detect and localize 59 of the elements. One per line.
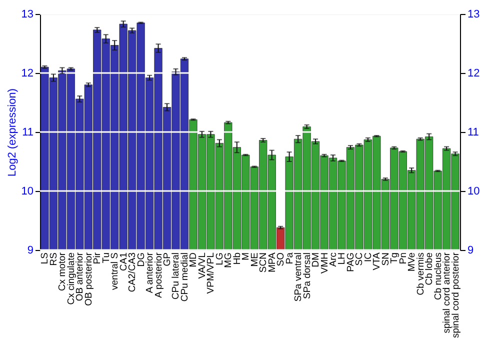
x-tick-label: RS — [48, 252, 60, 266]
x-tick-label: ventral S — [110, 252, 121, 290]
y2-tick-label: 12 — [468, 68, 480, 80]
x-tick-label: Cx cingulate — [66, 252, 77, 305]
x-tick-label: A posterior — [153, 252, 164, 298]
x-tick-label: VPM/VPL — [206, 252, 217, 294]
x-tick-label: VTA — [372, 252, 383, 270]
x-tick-label: spinal cord posterior — [450, 252, 462, 338]
x-tick-label: LG — [214, 252, 226, 266]
y2-tick-label: 9 — [468, 244, 474, 256]
x-tick-label: CA2/CA3 — [127, 252, 138, 292]
y-axis-title: Log2 (expression) — [6, 88, 18, 177]
x-tick-label: Tg — [389, 252, 400, 264]
x-tick-label: IC — [362, 252, 374, 262]
x-tick-label: SO — [276, 252, 287, 266]
x-tick-label: OB posterior — [83, 252, 94, 306]
x-tick-label: MPA — [266, 252, 278, 272]
x-tick-label: Cb vermis — [415, 252, 426, 296]
x-tick-label: Pir — [92, 252, 104, 264]
y2-tick-label: 13 — [468, 8, 480, 20]
x-tick-label: DG — [136, 252, 147, 267]
x-tick-label: DM — [310, 252, 322, 268]
x-tick-label: PAG — [345, 252, 356, 272]
x-tick-label: MVe — [406, 252, 418, 272]
x-tick-label: GP — [162, 252, 174, 266]
x-tick-label: MG — [223, 252, 234, 268]
x-tick-label: Arc — [328, 252, 339, 267]
y-tick-label: 13 — [21, 8, 34, 20]
x-tick-label: ME — [249, 252, 260, 267]
y-tick-label: 9 — [27, 244, 34, 256]
x-tick-label: SPa ventral — [293, 252, 304, 302]
x-tick-label: Cx motor — [57, 252, 68, 292]
x-tick-label: A anterior — [144, 252, 156, 294]
x-tick-label: SN — [380, 252, 392, 266]
x-tick-label: spinal cord anterior — [442, 252, 453, 334]
x-tick-label: Tu — [100, 252, 112, 264]
x-tick-label: VA/VL — [196, 252, 208, 279]
x-tick-label: SC — [354, 252, 366, 266]
x-tick-label: LS — [40, 252, 51, 264]
x-tick-label: LH — [336, 252, 348, 265]
x-tick-label: Cb lobe — [424, 252, 436, 286]
x-tick-label: Hb — [232, 252, 243, 265]
y-tick-label: 12 — [21, 68, 34, 80]
x-tick-label: SCN — [258, 252, 270, 273]
x-tick-label: Pn — [398, 252, 409, 264]
x-tick-label: VMH — [319, 252, 330, 274]
x-tick-label: OB anterior — [74, 252, 86, 302]
y2-tick-label: 11 — [468, 126, 479, 138]
x-tick-label: Pa — [284, 252, 296, 264]
y-tick-label: 11 — [22, 126, 34, 138]
y-tick-label: 10 — [21, 186, 34, 198]
y2-tick-label: 10 — [468, 186, 480, 198]
x-tick-label: MD — [188, 252, 200, 268]
x-tick-label: CPu medial — [179, 252, 190, 302]
x-tick-label: Cb nucleus — [432, 252, 444, 300]
x-tick-label: SPa dorsal — [302, 252, 313, 299]
x-tick-label: CA1 — [118, 252, 130, 271]
x-tick-label: M — [240, 252, 252, 260]
x-tick-label: CPu lateral — [170, 252, 182, 300]
